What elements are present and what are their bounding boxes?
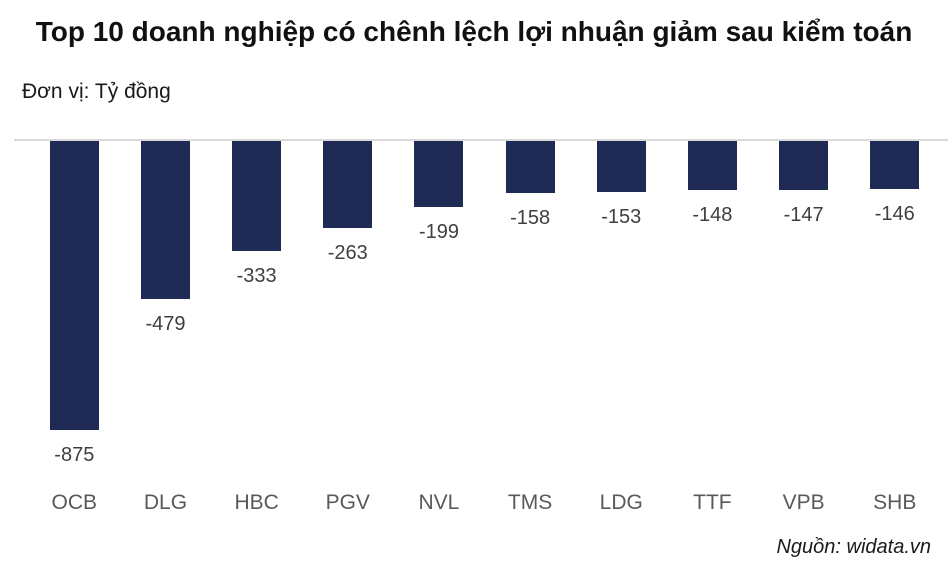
bar-shb (870, 141, 920, 189)
category-label-ldg: LDG (599, 491, 643, 514)
zero-baseline-gridline (14, 139, 948, 141)
chart-unit-label: Đơn vị: Tỷ đồng (22, 80, 171, 103)
bar-vpb (779, 141, 829, 190)
category-label-ocb: OCB (51, 491, 98, 514)
bar-value-label: -148 (692, 204, 733, 226)
bar-value-label: -146 (874, 203, 915, 225)
bar-value-label: -199 (418, 221, 459, 243)
bar-pgv (323, 141, 373, 228)
bar-value-label: -875 (54, 444, 95, 466)
bar-value-label: -153 (601, 206, 642, 228)
chart-title: Top 10 doanh nghiệp có chênh lệch lợi nh… (35, 16, 913, 47)
category-label-pgv: PGV (325, 491, 370, 514)
bar-value-label: -263 (327, 242, 368, 264)
category-label-vpb: VPB (782, 491, 825, 514)
bar-ocb (49, 141, 99, 430)
source-credit: Nguồn: widata.vn (776, 536, 931, 558)
bar-ttf (687, 141, 737, 190)
bar-value-label: -147 (783, 204, 824, 226)
bar-hbc (232, 141, 282, 251)
bar-value-label: -158 (510, 207, 551, 229)
bar-nvl (414, 141, 464, 207)
category-label-nvl: NVL (418, 491, 460, 514)
category-label-dlg: DLG (143, 491, 188, 514)
category-label-ttf: TTF (693, 491, 732, 514)
bar-ldg (596, 141, 646, 192)
category-label-shb: SHB (873, 491, 917, 514)
bar-value-label: -479 (145, 313, 186, 335)
bar-tms (505, 141, 555, 193)
bar-dlg (140, 141, 190, 299)
bar-value-label: -333 (236, 265, 277, 287)
category-label-hbc: HBC (234, 491, 279, 514)
category-label-tms: TMS (507, 491, 553, 514)
